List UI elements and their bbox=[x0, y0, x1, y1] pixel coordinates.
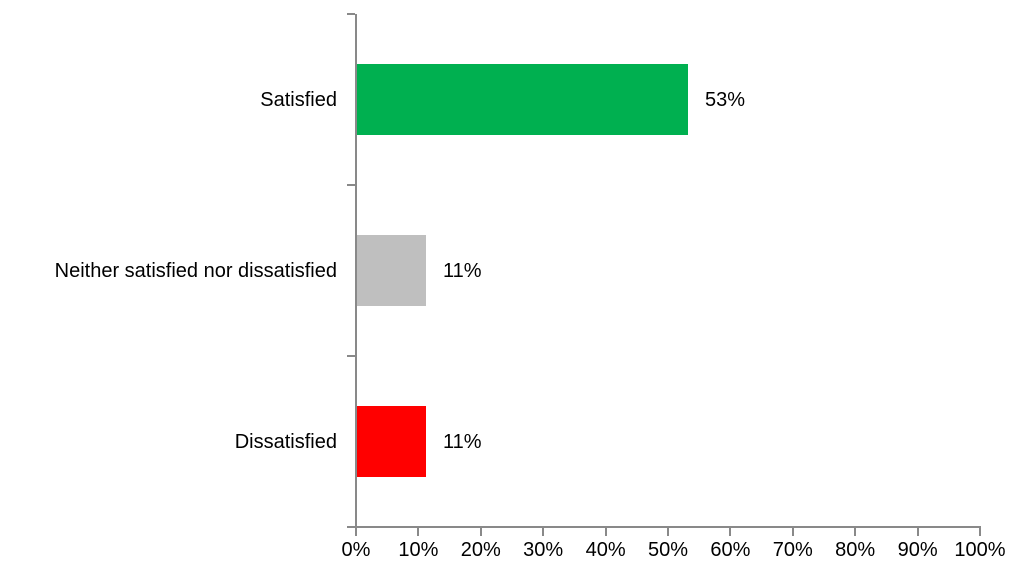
x-axis-tick bbox=[729, 528, 732, 536]
x-tick-label: 90% bbox=[897, 539, 938, 561]
y-axis-tick bbox=[347, 355, 355, 357]
x-axis-tick bbox=[479, 528, 482, 536]
x-tick-label: 40% bbox=[585, 539, 626, 561]
x-axis-tick bbox=[355, 528, 357, 536]
x-axis-tick bbox=[417, 528, 420, 536]
bar bbox=[357, 235, 426, 306]
x-axis-tick bbox=[979, 528, 981, 536]
x-axis-tick bbox=[854, 528, 857, 536]
x-axis-tick bbox=[604, 528, 607, 536]
x-tick-label: 100% bbox=[954, 539, 1006, 561]
y-axis-line bbox=[355, 14, 357, 528]
value-label: 53% bbox=[705, 89, 746, 111]
category-label: Dissatisfied bbox=[234, 431, 337, 453]
x-axis-tick bbox=[667, 528, 669, 536]
value-label: 11% bbox=[443, 260, 482, 282]
x-tick-label: 70% bbox=[772, 539, 813, 561]
x-tick-label: 80% bbox=[835, 539, 876, 561]
bar bbox=[357, 406, 426, 477]
x-axis-tick bbox=[916, 528, 919, 536]
category-label: Neither satisfied nor dissatisfied bbox=[54, 260, 337, 282]
y-axis-tick bbox=[347, 184, 355, 186]
x-axis-tick bbox=[542, 528, 545, 536]
bar bbox=[357, 64, 688, 135]
category-label: Satisfied bbox=[260, 89, 337, 111]
x-tick-label: 60% bbox=[710, 539, 751, 561]
x-tick-label: 0% bbox=[341, 539, 371, 561]
x-axis-tick bbox=[791, 528, 794, 536]
x-axis-line bbox=[355, 526, 981, 528]
x-tick-label: 50% bbox=[647, 539, 689, 561]
value-label: 11% bbox=[443, 431, 482, 453]
x-tick-label: 30% bbox=[523, 539, 564, 561]
y-axis-tick bbox=[347, 13, 355, 15]
y-axis-tick bbox=[347, 526, 355, 528]
x-tick-label: 20% bbox=[460, 539, 501, 561]
x-tick-label: 10% bbox=[398, 539, 439, 561]
